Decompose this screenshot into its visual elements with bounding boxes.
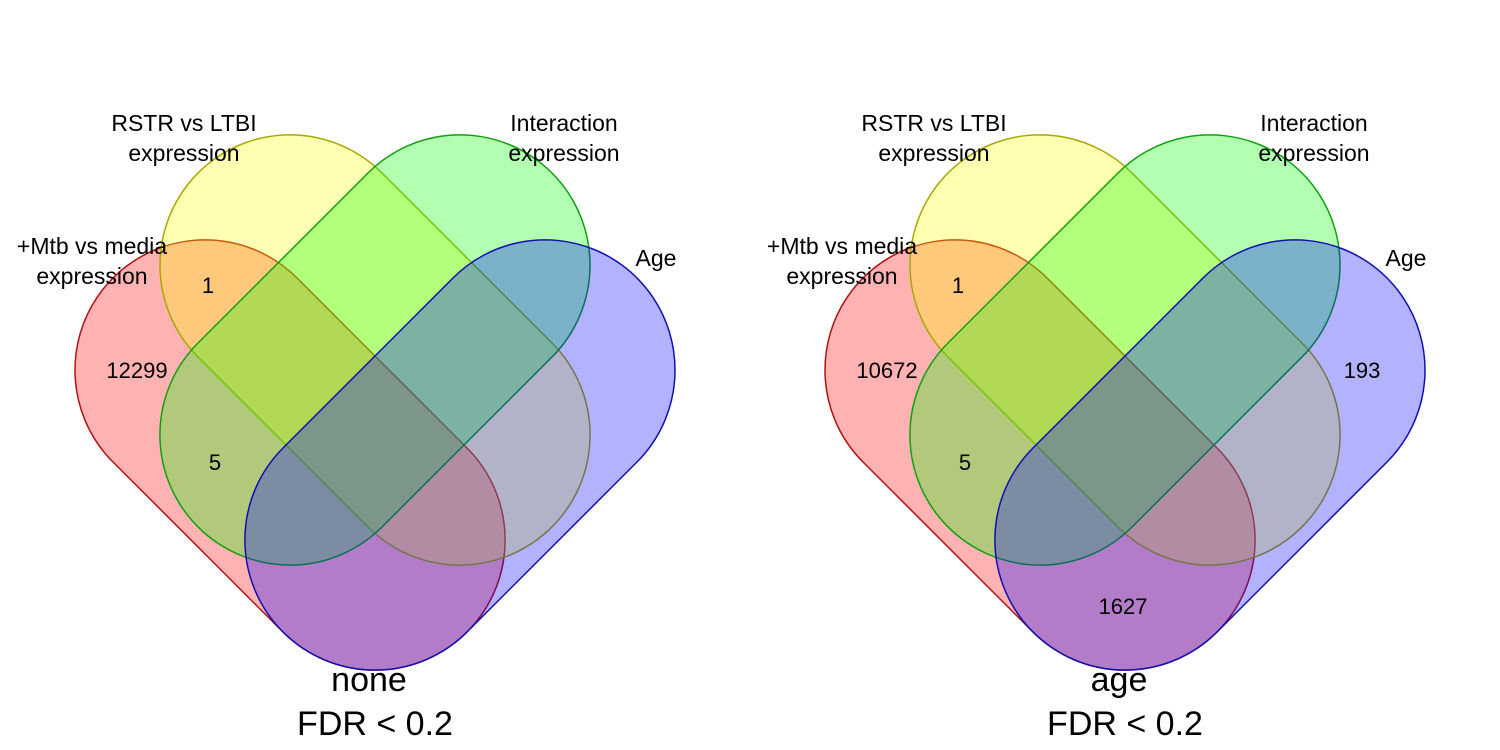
set-label-age: Age bbox=[1386, 245, 1427, 271]
set-interaction-shape bbox=[909, 134, 1341, 566]
set-age-shape bbox=[244, 239, 676, 671]
region-counts: 10672 1 5 193 1627 bbox=[856, 273, 1380, 619]
set-label-rstr-line2: expression bbox=[878, 140, 989, 166]
count-mtb-only: 10672 bbox=[856, 358, 917, 383]
set-labels: +Mtb vs media expression RSTR vs LTBI ex… bbox=[767, 110, 1427, 289]
panel-title: age bbox=[1091, 661, 1148, 699]
set-age-shape bbox=[994, 239, 1426, 671]
region-counts: 12299 1 5 bbox=[106, 273, 221, 475]
count-mtb-rstr-interaction: 5 bbox=[959, 450, 971, 475]
panel-title: none bbox=[331, 661, 407, 699]
panel-subtitle: FDR < 0.2 bbox=[1047, 705, 1203, 743]
set-label-rstr-line1: RSTR vs LTBI bbox=[111, 110, 256, 136]
count-age-only: 193 bbox=[1344, 358, 1381, 383]
count-mtb-rstr: 1 bbox=[202, 273, 214, 298]
venn-panel-none: +Mtb vs media expression RSTR vs LTBI ex… bbox=[17, 110, 677, 743]
set-label-interaction-line2: expression bbox=[1258, 140, 1369, 166]
set-label-age: Age bbox=[636, 245, 677, 271]
set-label-interaction-line1: Interaction bbox=[510, 110, 617, 136]
set-label-mtb-line1: +Mtb vs media bbox=[767, 233, 917, 259]
count-mtb-age: 1627 bbox=[1099, 594, 1148, 619]
set-label-interaction-line1: Interaction bbox=[1260, 110, 1367, 136]
panel-subtitle: FDR < 0.2 bbox=[297, 705, 453, 743]
venn-ellipses bbox=[74, 134, 676, 671]
count-mtb-rstr: 1 bbox=[952, 273, 964, 298]
set-label-mtb-line2: expression bbox=[786, 263, 897, 289]
set-interaction-shape bbox=[159, 134, 591, 566]
set-labels: +Mtb vs media expression RSTR vs LTBI ex… bbox=[17, 110, 677, 289]
set-label-interaction-line2: expression bbox=[508, 140, 619, 166]
count-mtb-rstr-interaction: 5 bbox=[209, 450, 221, 475]
set-label-rstr-line2: expression bbox=[128, 140, 239, 166]
venn-ellipses bbox=[824, 134, 1426, 671]
set-label-rstr-line1: RSTR vs LTBI bbox=[861, 110, 1006, 136]
set-label-mtb-line1: +Mtb vs media bbox=[17, 233, 167, 259]
venn-panel-age: +Mtb vs media expression RSTR vs LTBI ex… bbox=[767, 110, 1427, 743]
count-mtb-only: 12299 bbox=[106, 358, 167, 383]
set-label-mtb-line2: expression bbox=[36, 263, 147, 289]
